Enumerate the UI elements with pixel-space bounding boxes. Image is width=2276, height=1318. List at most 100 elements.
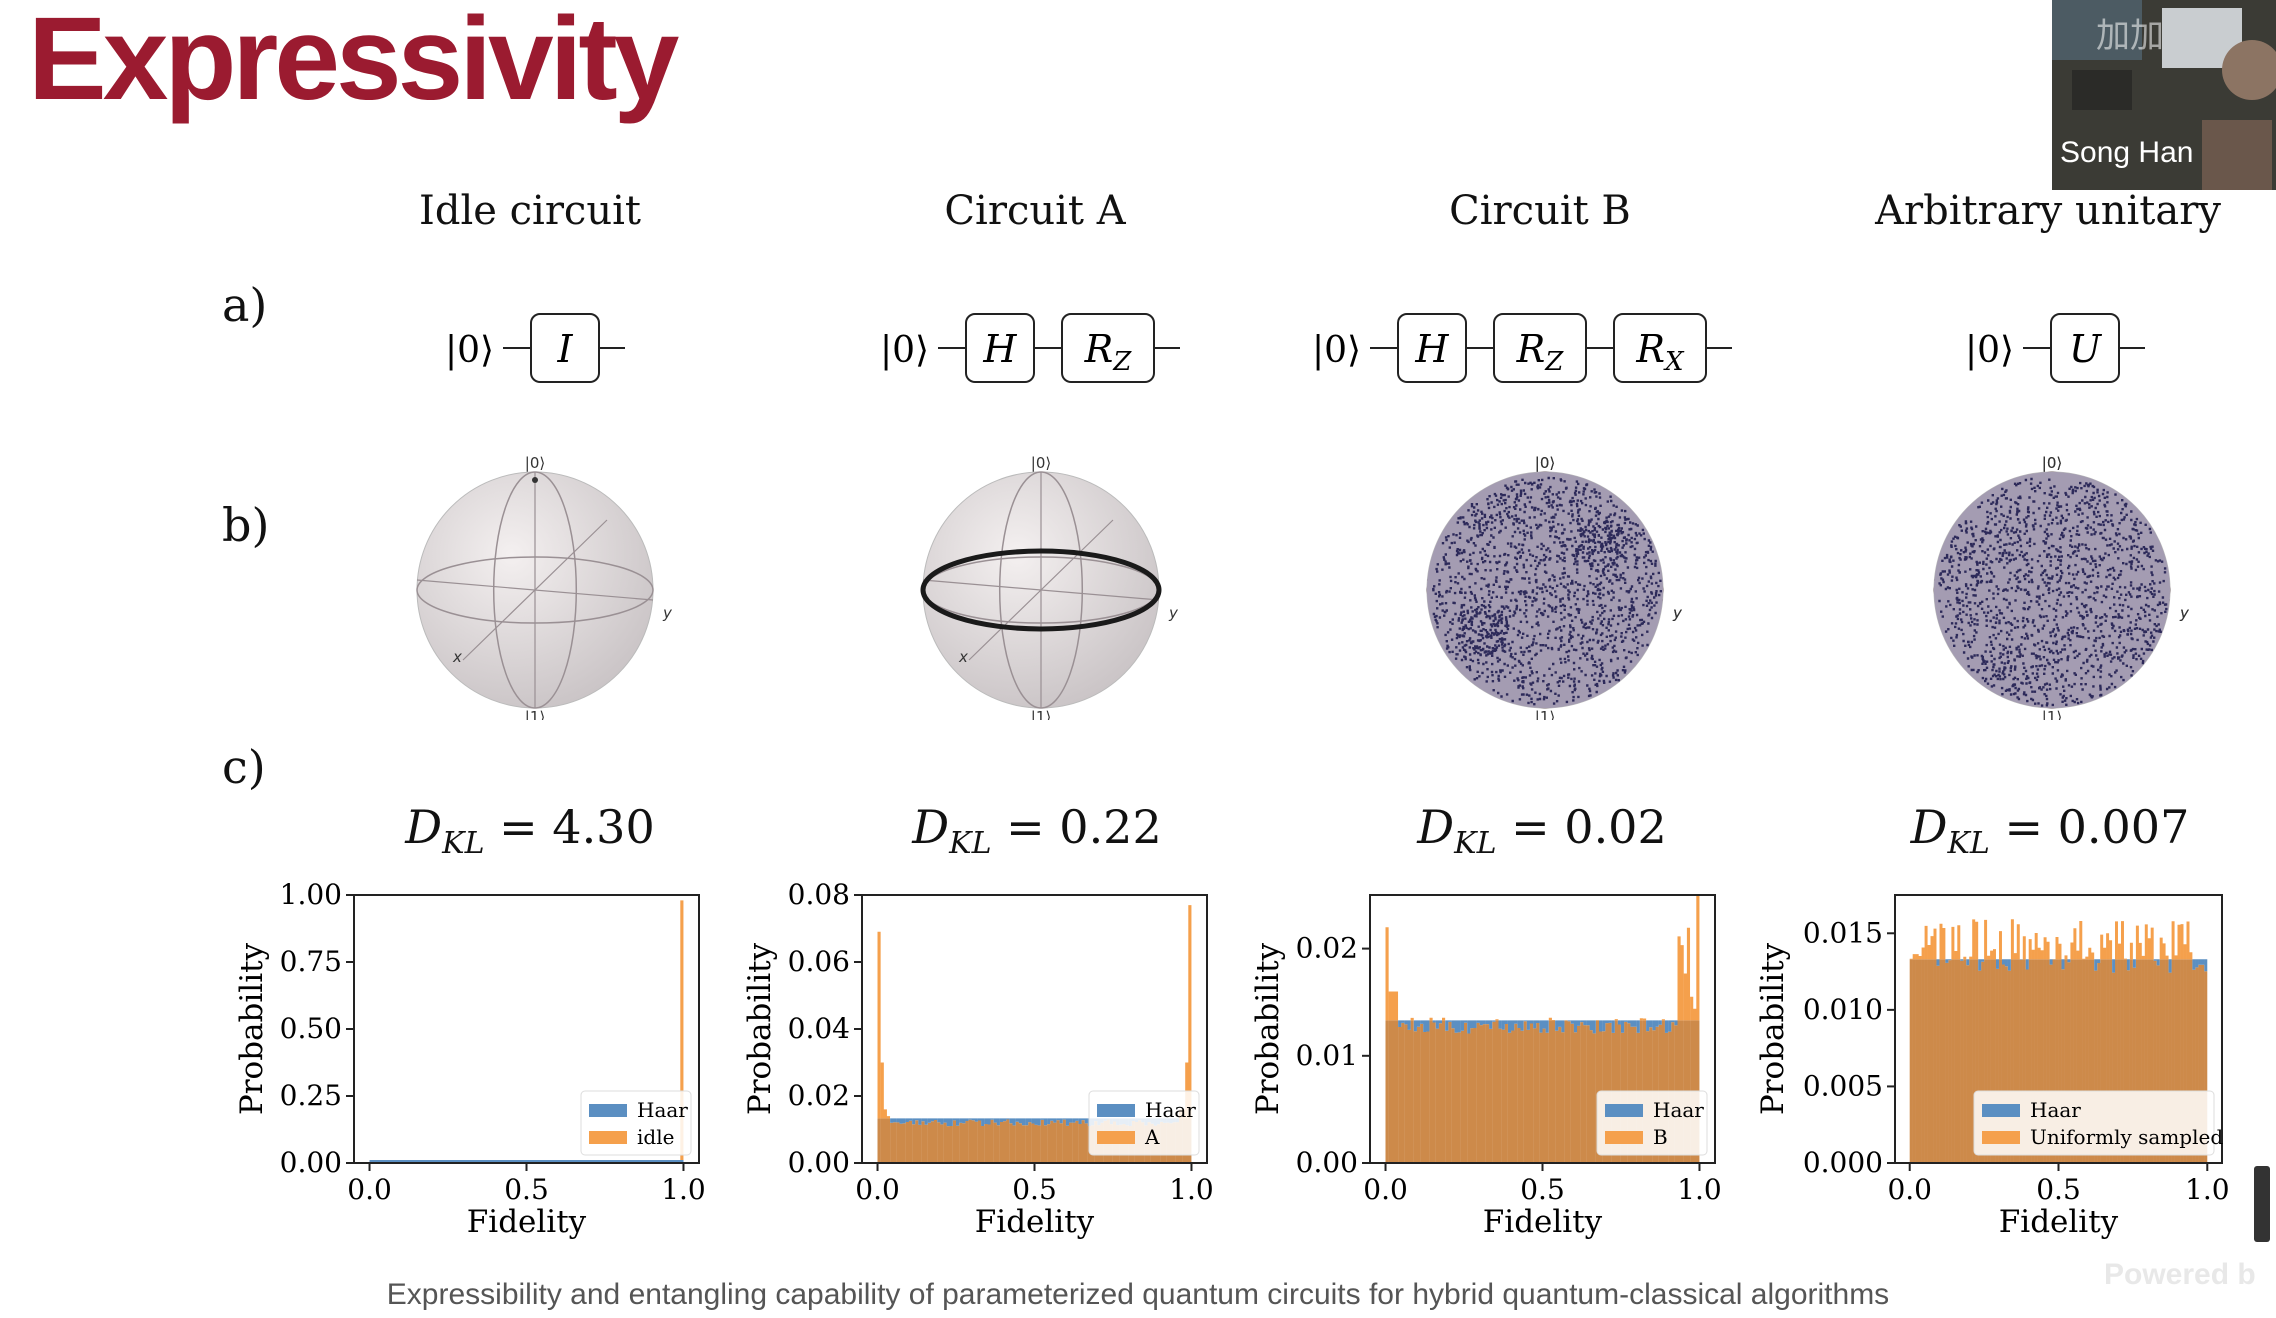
x-axis-line: [462, 519, 608, 661]
y-tick-label: 0.06: [788, 945, 850, 978]
y-tick-label: 0.010: [1803, 993, 1883, 1026]
legend-label-haar: Haar: [2030, 1098, 2081, 1122]
x-tick-label: 0.5: [504, 1173, 549, 1206]
legend: Haar A: [1088, 1090, 1200, 1156]
y-axis-label: Probability: [234, 942, 270, 1115]
y-tick-label: 0.00: [1296, 1146, 1358, 1179]
x-axis-line: [968, 519, 1114, 661]
legend: Haar B: [1596, 1090, 1708, 1156]
y-tick-label: 0.08: [788, 878, 850, 911]
y-tick-label: 1.00: [280, 878, 342, 911]
circuit-1: |0⟩ H RZ: [880, 313, 1180, 383]
bloch-top-label: |0⟩: [1535, 454, 1555, 472]
haar-bars: [1936, 959, 2208, 973]
gate-label: I: [556, 327, 573, 371]
sampled-state-points: [1432, 476, 1662, 706]
ket-zero-label: |0⟩: [1965, 330, 2014, 371]
bloch-bottom-label: |1⟩: [1031, 708, 1051, 720]
ket-zero-label: |0⟩: [445, 330, 494, 371]
legend-swatch-sample: [589, 1131, 627, 1144]
y-tick-label: 0.50: [280, 1012, 342, 1045]
column-title-circuit-b: Circuit B: [1449, 188, 1631, 234]
legend-swatch-sample: [1097, 1131, 1135, 1144]
y-axis-label: Probability: [742, 942, 778, 1115]
circuit-2: |0⟩ H RZ RX: [1312, 313, 1732, 383]
dkl-circuit-a: DKL = 0.22: [912, 800, 1162, 862]
dkl-circuit-b: DKL = 0.02: [1417, 800, 1667, 862]
row-label-c: c): [222, 740, 266, 794]
legend-label-haar: Haar: [1653, 1098, 1704, 1122]
y-tick-label: 0.02: [1296, 932, 1358, 965]
x-tick-label: 1.0: [661, 1173, 706, 1206]
y-tick-label: 0.75: [280, 945, 342, 978]
gate-label: U: [2069, 327, 2103, 371]
state-ring: [920, 548, 1162, 632]
circuit-row: |0⟩ I |0⟩ H RZ |0⟩ H RZ RX |0⟩ U: [445, 313, 2145, 383]
bloch-top-label: |0⟩: [2042, 454, 2062, 472]
legend-label-sample: B: [1653, 1125, 1668, 1149]
column-title-circuit-a: Circuit A: [944, 188, 1126, 234]
x-tick-label: 0.0: [1887, 1173, 1932, 1206]
ket-zero-label: |0⟩: [1312, 330, 1361, 371]
histogram-1: 0.00 0.02 0.04 0.06 0.08 0.0 0.5 1.0 Fidelity Pro…: [742, 878, 1214, 1240]
bloch-sphere-0: |0⟩ |1⟩ y x: [416, 454, 673, 720]
bloch-sphere-1: |0⟩ |1⟩ y x: [920, 454, 1179, 720]
haar-bars: [369, 1160, 684, 1163]
column-title-idle: Idle circuit: [419, 188, 641, 234]
sample-bars: [1909, 919, 2193, 960]
legend: Haar Uniformly sampled: [1973, 1090, 2223, 1156]
legend-swatch-haar: [1605, 1104, 1643, 1117]
bloch-y-label: y: [1672, 604, 1683, 622]
bloch-y-label: y: [2179, 604, 2190, 622]
bloch-x-label: x: [452, 648, 462, 666]
scrollbar[interactable]: [2254, 1166, 2270, 1242]
gate-label: H: [1414, 327, 1449, 371]
legend-swatch-sample: [1605, 1131, 1643, 1144]
y-tick-label: 0.000: [1803, 1146, 1883, 1179]
x-tick-label: 0.0: [1363, 1173, 1408, 1206]
y-tick-label: 0.015: [1803, 916, 1883, 949]
dkl-arbitrary-unitary: DKL = 0.007: [1910, 800, 2190, 862]
bloch-bottom-label: |1⟩: [2042, 708, 2062, 720]
legend: Haar idle: [580, 1090, 692, 1156]
bloch-bottom-label: |1⟩: [525, 708, 545, 720]
x-tick-label: 0.5: [2036, 1173, 2081, 1206]
legend-swatch-sample: [1982, 1131, 2020, 1144]
column-title-arbitrary-unitary: Arbitrary unitary: [1875, 188, 2221, 234]
bloch-y-label: y: [2179, 604, 2190, 622]
state-point: [532, 477, 538, 483]
y-axis-label: Probability: [1250, 942, 1286, 1115]
y-tick-label: 0.01: [1296, 1039, 1358, 1072]
speaker-video[interactable]: [2052, 0, 2276, 190]
bloch-top-label: |0⟩: [1535, 454, 1555, 472]
y-tick-label: 0.005: [1803, 1069, 1883, 1102]
bloch-y-label: y: [1168, 604, 1179, 622]
legend-label-sample: idle: [637, 1125, 674, 1149]
x-tick-label: 0.0: [347, 1173, 392, 1206]
sampled-state-points: [1938, 477, 2168, 707]
bloch-y-label: y: [1672, 604, 1683, 622]
y-tick-label: 0.00: [280, 1146, 342, 1179]
bloch-sphere-3: |0⟩|1⟩yx|0⟩y: [1933, 454, 2190, 720]
x-axis-label: Fidelity: [1483, 1204, 1603, 1240]
sample-bars: [1385, 895, 1700, 1021]
bloch-sphere-row: |0⟩|1⟩yx|0⟩|1⟩yx|0⟩|1⟩yx|0⟩y|0⟩|1⟩yx|0⟩y: [416, 454, 2190, 720]
video-frame-graphic: [2052, 0, 2276, 190]
histogram-0: 0.00 0.25 0.50 0.75 1.00 0.0 0.5 1.0 Fidelity Pro…: [234, 878, 706, 1240]
video-overlay-text: 加加: [2096, 16, 2164, 56]
row-label-a: a): [222, 278, 268, 332]
legend-label-sample: A: [1144, 1125, 1160, 1149]
y-tick-label: 0.00: [788, 1146, 850, 1179]
speaker-name: Song Han: [2060, 136, 2194, 169]
x-tick-label: 0.5: [1012, 1173, 1057, 1206]
bloch-sphere-2: |0⟩|1⟩yx|0⟩y: [1426, 454, 1683, 720]
powered-by-watermark: Powered b: [2104, 1258, 2256, 1291]
x-axis-label: Fidelity: [975, 1204, 1095, 1240]
histogram-3: 0.000 0.005 0.010 0.015 0.0 0.5 1.0 Fidelity Pro…: [1755, 894, 2230, 1240]
x-tick-label: 1.0: [1169, 1173, 1214, 1206]
bloch-bottom-label: |1⟩: [1535, 708, 1555, 720]
histogram-row: 0.00 0.25 0.50 0.75 1.00 0.0 0.5 1.0 Fidelity Pro…: [234, 878, 2230, 1240]
x-tick-label: 1.0: [1677, 1173, 1722, 1206]
y-tick-label: 0.25: [280, 1079, 342, 1112]
dkl-idle: DKL = 4.30: [405, 800, 655, 862]
